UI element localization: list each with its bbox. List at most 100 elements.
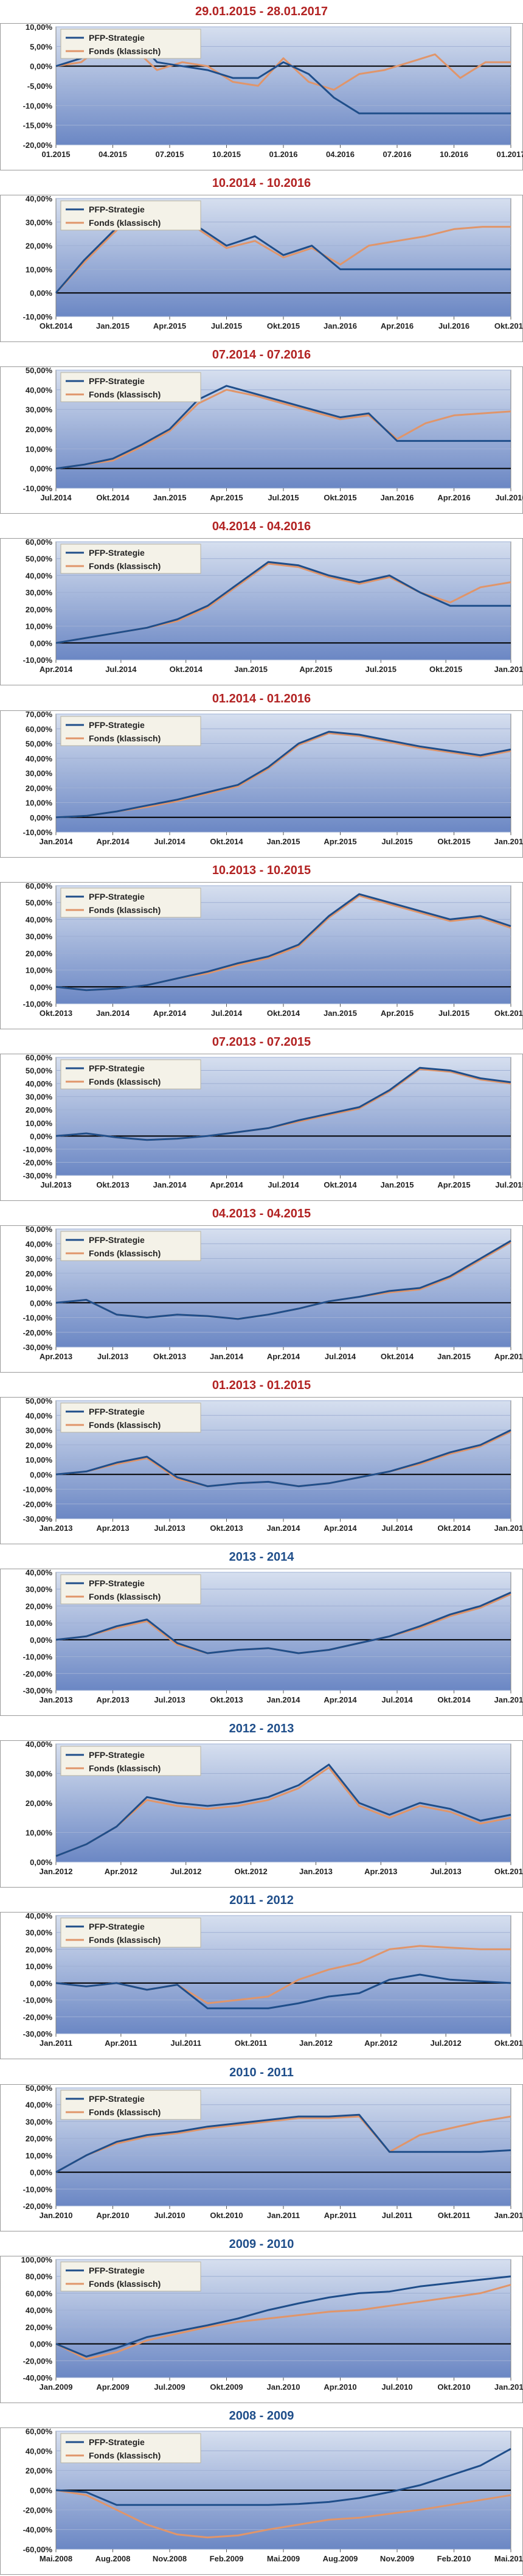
y-tick-label: 60,00% <box>26 1054 53 1062</box>
y-tick-label: 30,00% <box>26 1585 53 1594</box>
x-tick-label: Apr.2015 <box>381 1009 414 1018</box>
x-tick-label: Jan.2014 <box>210 1352 244 1361</box>
x-tick-label: Apr.2016 <box>381 321 414 331</box>
y-tick-label: 0,00% <box>30 982 52 992</box>
legend-label: Fonds (klassisch) <box>89 218 161 228</box>
x-tick-label: Jan.2010 <box>267 2382 300 2392</box>
chart-title: 2011 - 2012 <box>229 1894 294 1907</box>
chart-title: 2010 - 2011 <box>229 2066 294 2079</box>
legend-label: PFP-Strategie <box>89 1235 145 1245</box>
x-tick-label: Okt.2015 <box>494 1009 523 1018</box>
x-tick-label: Apr.2010 <box>96 2211 129 2220</box>
x-tick-label: Okt.2011 <box>235 2039 268 2048</box>
chart-panel: 01.2013 - 01.2015 50,00% 40,00% 30,00% 20,00… <box>0 1374 523 1545</box>
series-line-pfp <box>55 1763 511 1857</box>
x-tick-label: Jan.2014 <box>40 837 74 846</box>
y-tick-label: -20,00% <box>23 1500 53 1509</box>
y-tick-label: 30,00% <box>26 1093 53 1102</box>
x-tick-label: Apr.2010 <box>324 2382 356 2392</box>
x-tick-label: Jul.2013 <box>154 1695 185 1704</box>
y-tick-label: -10,00% <box>23 1314 53 1323</box>
y-tick-label: 0,00% <box>30 464 52 474</box>
x-tick-label: Jul.2015 <box>495 1180 523 1189</box>
series-line-fonds <box>55 1766 511 1857</box>
y-tick-label: 70,00% <box>26 710 53 719</box>
x-tick-label: Okt.2010 <box>437 2382 470 2392</box>
x-tick-label: Jul.2014 <box>268 1180 299 1189</box>
y-tick-label: -5,00% <box>27 82 53 91</box>
legend-box <box>60 2433 201 2463</box>
y-tick-label: -40,00% <box>23 2373 53 2382</box>
chart-panel: 10.2014 - 10.2016 40,00% 30,00% 20,00% 10,00… <box>0 172 523 343</box>
legend-box <box>60 29 201 59</box>
x-tick-label: Jan.2011 <box>40 2039 72 2048</box>
y-tick-label: 20,00% <box>26 1269 53 1278</box>
y-tick-label: 30,00% <box>26 1255 53 1264</box>
legend-label: Fonds (klassisch) <box>89 1077 161 1087</box>
legend-label: PFP-Strategie <box>89 548 145 558</box>
x-tick-label: Apr.2014 <box>40 665 73 674</box>
y-tick-label: 10,00% <box>26 23 53 32</box>
x-tick-label: 01.2016 <box>269 150 298 159</box>
legend-label: PFP-Strategie <box>89 1750 145 1760</box>
x-tick-label: Mai.2009 <box>267 2554 300 2563</box>
chart-title: 07.2014 - 07.2016 <box>212 348 311 362</box>
chart-svg: 50,00% 40,00% 30,00% 20,00% 10,00% 0,00% -10,0… <box>0 1225 523 1373</box>
chart-svg: 100,00% 80,00% 60,00% 40,00% 20,00% 0,00% -20,… <box>0 2256 523 2403</box>
chart-panel: 01.2014 - 01.2016 70,00% 60,00% 50,00% 40,00… <box>0 687 523 859</box>
x-tick-label: 01.2017 <box>497 150 523 159</box>
y-tick-label: 40,00% <box>26 1740 53 1749</box>
x-tick-label: Feb.2010 <box>437 2554 471 2563</box>
y-tick-label: 60,00% <box>26 882 53 891</box>
y-tick-label: -20,00% <box>23 1328 53 1337</box>
y-tick-label: -10,00% <box>23 312 53 321</box>
legend-label: PFP-Strategie <box>89 2437 145 2447</box>
chart-panel: 2012 - 2013 40,00% 30,00% 20,00% 10,00% 0,00%… <box>0 1717 523 1889</box>
x-tick-label: Okt.2013 <box>40 1009 72 1018</box>
legend-box <box>60 1746 201 1776</box>
chart-title: 2012 - 2013 <box>229 1722 294 1735</box>
y-tick-label: 50,00% <box>26 2084 53 2093</box>
y-tick-label: 10,00% <box>26 2151 53 2160</box>
y-tick-label: 0,00% <box>30 2486 52 2495</box>
legend-box <box>60 544 201 574</box>
y-tick-label: 30,00% <box>26 405 53 415</box>
x-tick-label: Okt.2011 <box>438 2211 471 2220</box>
y-tick-label: 60,00% <box>26 2427 53 2436</box>
chart-svg: 50,00% 40,00% 30,00% 20,00% 10,00% 0,00% -10,0… <box>0 366 523 514</box>
x-tick-label: Jan.2013 <box>40 1524 73 1533</box>
y-tick-label: 30,00% <box>26 218 53 227</box>
y-tick-label: 0,00% <box>30 1132 52 1141</box>
x-tick-label: Jan.2012 <box>299 2039 333 2048</box>
x-tick-label: 07.2016 <box>383 150 412 159</box>
chart-title: 10.2013 - 10.2015 <box>212 864 311 877</box>
chart-svg: 60,00% 50,00% 40,00% 30,00% 20,00% 10,00% 0,00… <box>0 538 523 685</box>
legend-box <box>60 1059 201 1090</box>
x-tick-label: Jan.2010 <box>40 2211 73 2220</box>
x-tick-label: 04.2015 <box>99 150 127 159</box>
x-tick-label: Jan.2012 <box>40 1867 73 1876</box>
chart-panel: 2009 - 2010 100,00% 80,00% 60,00% 40,00% 20,0… <box>0 2233 523 2404</box>
chart-panel: 2011 - 2012 40,00% 30,00% 20,00% 10,00% 0,00%… <box>0 1889 523 2060</box>
legend-label: Fonds (klassisch) <box>89 2107 161 2117</box>
y-tick-label: 0,00% <box>30 1858 52 1867</box>
x-tick-label: Jul.2013 <box>97 1352 128 1361</box>
chart-title: 01.2013 - 01.2015 <box>212 1379 311 1392</box>
legend-label: Fonds (klassisch) <box>89 390 161 399</box>
y-tick-label: 60,00% <box>26 2289 53 2298</box>
x-tick-label: Apr.2014 <box>324 1524 357 1533</box>
series-line-pfp <box>55 2275 511 2357</box>
y-tick-label: 20,00% <box>26 1441 53 1450</box>
chart-panel: 10.2013 - 10.2015 60,00% 50,00% 40,00% 30,00… <box>0 859 523 1031</box>
x-tick-label: Jul.2014 <box>154 837 185 846</box>
y-tick-label: 50,00% <box>26 1397 53 1405</box>
x-tick-label: Jul.2014 <box>105 665 137 674</box>
legend-box <box>60 2261 201 2292</box>
y-tick-label: -40,00% <box>23 2525 53 2535</box>
y-tick-label: -10,00% <box>23 2185 53 2194</box>
x-tick-label: Okt.2014 <box>381 1352 414 1361</box>
legend-label: PFP-Strategie <box>89 1407 145 1416</box>
y-tick-label: -20,00% <box>23 2202 53 2211</box>
x-tick-label: Okt.2010 <box>210 2211 243 2220</box>
